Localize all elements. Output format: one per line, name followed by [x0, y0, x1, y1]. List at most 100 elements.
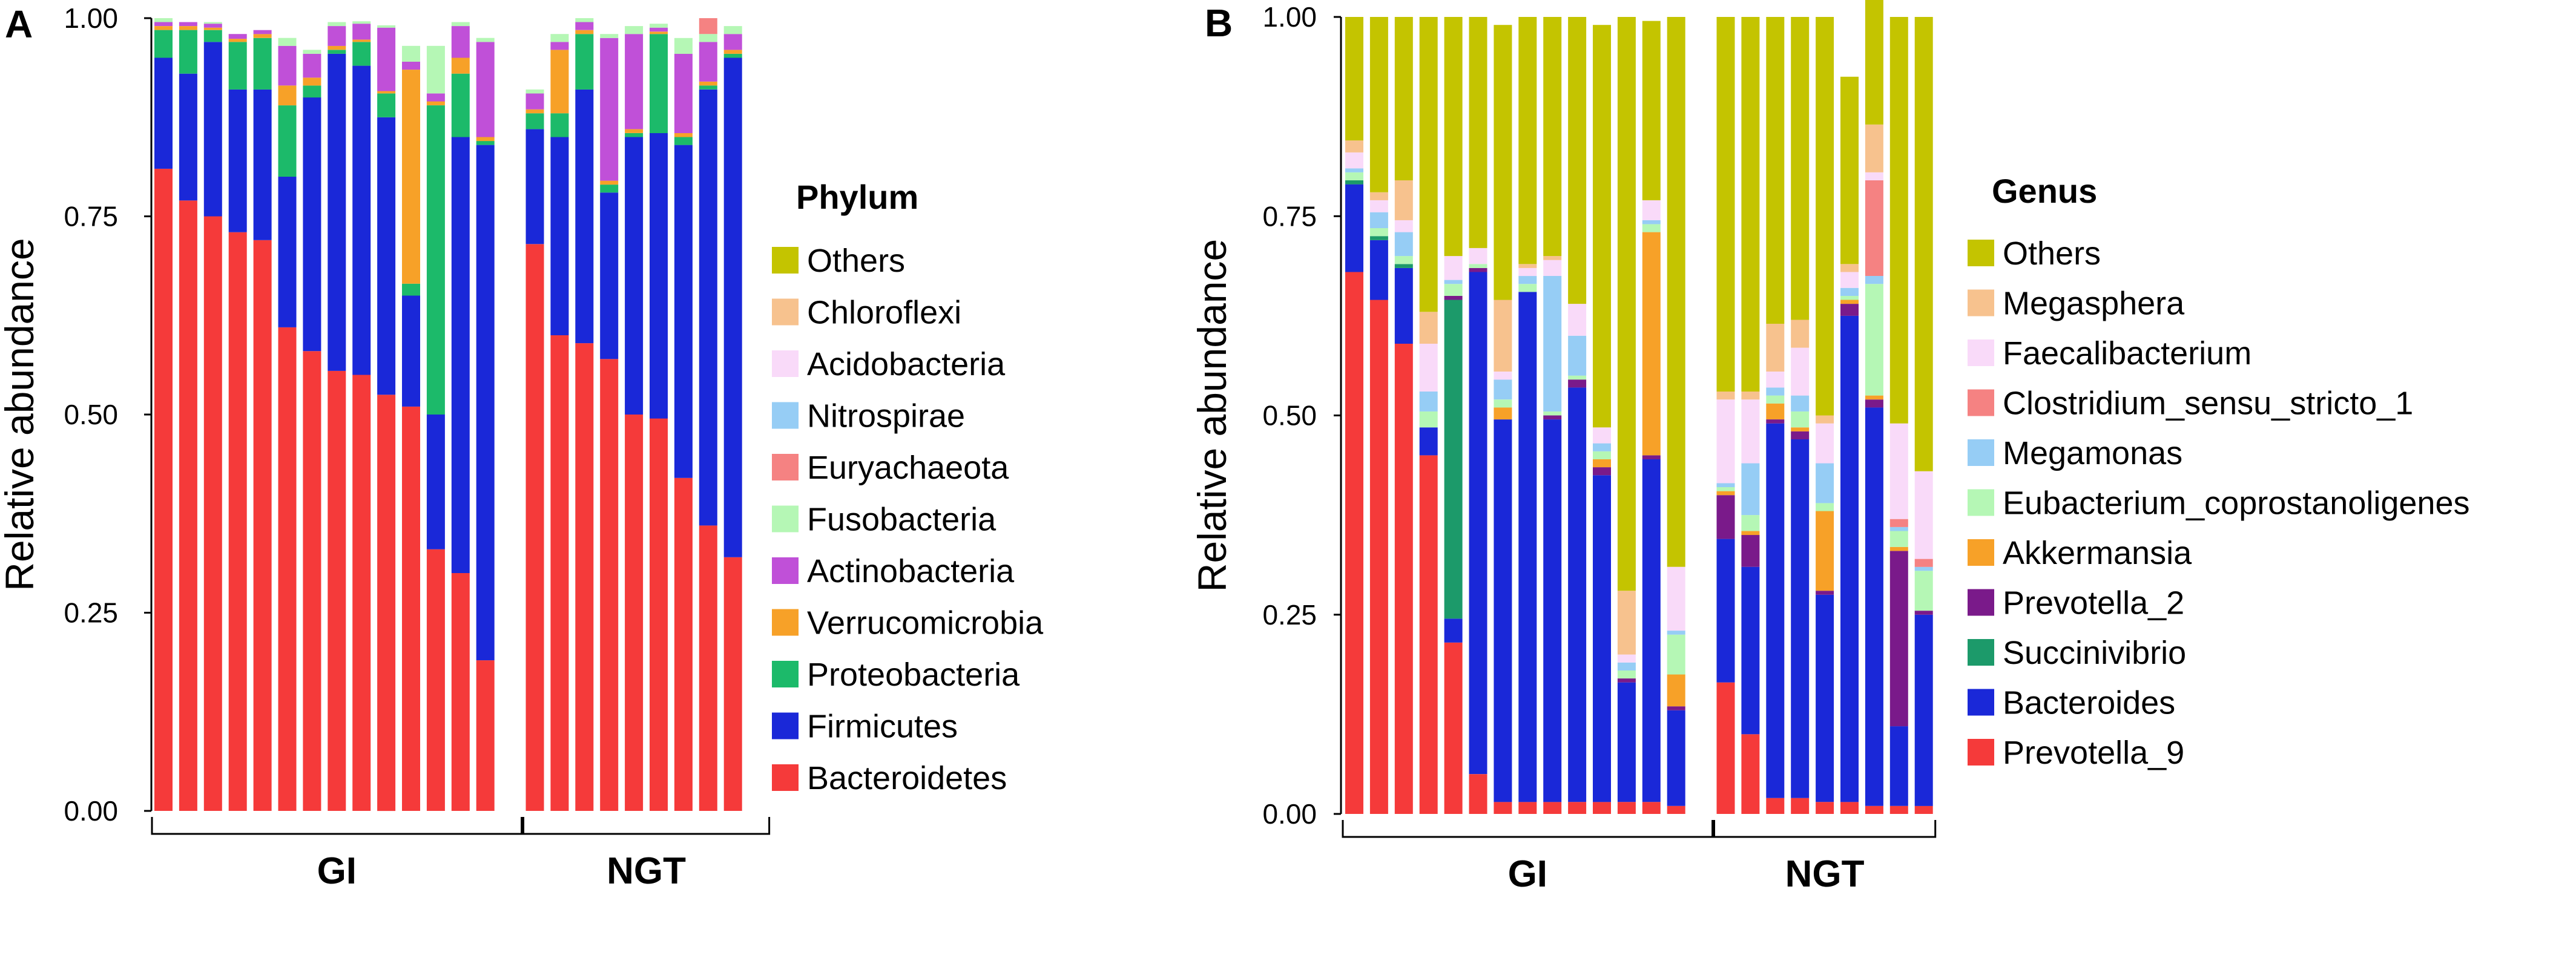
- bar-segment-actinobacteria: [179, 22, 197, 26]
- group-label-ngt: NGT: [607, 850, 686, 892]
- bar-segment-bacteroides: [1593, 475, 1611, 802]
- bar-segment-actinobacteria: [328, 26, 346, 46]
- y-axis-title: Relative abundance: [1190, 239, 1234, 592]
- bar-segment-megamonas: [1617, 662, 1636, 671]
- bar-segment-faecalibacterium: [1642, 200, 1661, 220]
- bar-segment-others: [1914, 17, 1933, 471]
- legend-swatch-proteobacteria: [772, 661, 799, 687]
- bar-segment-bacteroides: [1369, 240, 1388, 300]
- bar-segment-faecalibacterium: [1914, 471, 1933, 559]
- bar-segment-fusobacteria: [600, 34, 619, 38]
- bar-segment-megamonas: [1419, 392, 1438, 412]
- bar-segment-bacteroidetes: [179, 200, 197, 811]
- bar-segment-megasphera: [1716, 392, 1735, 400]
- bar-segment-actinobacteria: [723, 34, 742, 50]
- group-bracket: [522, 817, 771, 835]
- bar-segment-firmicutes: [352, 65, 371, 375]
- bar-segment-prevotella-9: [1716, 682, 1735, 814]
- bar-segment-fusobacteria: [723, 26, 742, 34]
- bar-segment-faecalibacterium: [1593, 427, 1611, 444]
- bar-segment-verrucomicrobia: [600, 180, 619, 185]
- bar-segment-others: [1494, 25, 1512, 300]
- bar-segment-prevotella-9: [1816, 802, 1834, 814]
- bar-segment-megamonas: [1494, 379, 1512, 400]
- bar-segment-bacteroides: [1816, 594, 1834, 802]
- group-bracket: [1713, 820, 1937, 838]
- legend-swatch-chloroflexi: [772, 298, 799, 326]
- bar-segment-megasphera: [1791, 320, 1810, 348]
- bar-segment-faecalibacterium: [1889, 423, 1908, 519]
- bar-segment-bacteroides: [1444, 618, 1463, 643]
- bar-segment-megamonas: [1914, 566, 1933, 571]
- bar-segment-actinobacteria: [600, 38, 619, 181]
- bar-segment-megasphera: [1816, 415, 1834, 424]
- bar-segment-actinobacteria: [303, 54, 321, 78]
- bar-segment-faecalibacterium: [1369, 200, 1388, 212]
- panel-letter: B: [1205, 1, 1233, 45]
- bar-segment-actinobacteria: [674, 54, 693, 133]
- bar-segment-prevotella-9: [1518, 802, 1537, 814]
- bar-segment-proteobacteria: [476, 141, 495, 145]
- bar-segment-megasphera: [1369, 192, 1388, 200]
- bar-segment-bacteroidetes: [278, 327, 297, 811]
- legend-swatch-faecalibacterium: [1968, 339, 1994, 366]
- bar-segment-firmicutes: [476, 145, 495, 661]
- bar-segment-bacteroides: [1469, 272, 1487, 775]
- legend-swatch-bacteroides: [1968, 689, 1994, 716]
- bar-segment-megamonas: [1642, 220, 1661, 225]
- legend-swatch-others: [772, 247, 799, 274]
- bar-segment-akkermansia: [1667, 674, 1685, 707]
- bar-segment-bacteroidetes: [154, 168, 173, 811]
- bar-segment-megamonas: [1593, 443, 1611, 451]
- bar-segment-eubacterium-coprostanoligenes: [1865, 284, 1883, 396]
- legend-label-proteobacteria: Proteobacteria: [807, 657, 1020, 693]
- bars: [1345, 0, 1933, 814]
- bar-segment-proteobacteria: [674, 137, 693, 145]
- y-tick-label: 0.25: [64, 597, 118, 629]
- bar-segment-faecalibacterium: [1568, 304, 1587, 336]
- bar-segment-megasphera: [1394, 180, 1413, 220]
- bar-segment-proteobacteria: [550, 113, 569, 137]
- bar-segment-akkermansia: [1889, 546, 1908, 551]
- bar-segment-verrucomicrobia: [377, 91, 396, 94]
- bar-segment-prevotella-9: [1889, 805, 1908, 814]
- legend-swatch-succinivibrio: [1968, 639, 1994, 666]
- bar-segment-megasphera: [1766, 324, 1785, 372]
- bar-segment-faecalibacterium: [1741, 399, 1760, 464]
- bar-segment-eubacterium-coprostanoligenes: [1593, 451, 1611, 459]
- bar-segment-verrucomicrobia: [253, 34, 272, 38]
- bar-segment-verrucomicrobia: [278, 85, 297, 106]
- bar-segment-prevotella-2: [1741, 535, 1760, 567]
- bar-segment-megamonas: [1568, 335, 1587, 376]
- y-tick-label: 0.25: [1262, 599, 1317, 631]
- bar-segment-actinobacteria: [402, 62, 420, 70]
- bar-segment-firmicutes: [625, 137, 644, 415]
- group-bracket: [1342, 820, 1714, 838]
- legend-label-succinivibrio: Succinivibrio: [2003, 635, 2186, 671]
- bar-segment-actinobacteria: [203, 24, 222, 28]
- bar-segment-verrucomicrobia: [575, 30, 594, 34]
- bar-segment-faecalibacterium: [1444, 256, 1463, 280]
- y-tick-label: 0.00: [64, 795, 118, 827]
- bar-segment-fusobacteria: [625, 26, 644, 34]
- legend-swatch-fusobacteria: [772, 505, 799, 533]
- bar-segment-eubacterium-coprostanoligenes: [1394, 256, 1413, 264]
- legend-swatch-eubacterium-coprostanoligenes: [1968, 489, 1994, 516]
- bar-segment-verrucomicrobia: [699, 81, 717, 86]
- bar-segment-proteobacteria: [278, 105, 297, 177]
- bar-segment-bacteroides: [1394, 267, 1413, 344]
- legend-label-prevotella-9: Prevotella_9: [2003, 735, 2184, 771]
- bar-segment-firmicutes: [328, 53, 346, 371]
- bar-segment-proteobacteria: [228, 42, 247, 90]
- legend-label-megasphera: Megasphera: [2003, 286, 2185, 322]
- legend-label-megamonas: Megamonas: [2003, 435, 2182, 471]
- bar-segment-megamonas: [1766, 387, 1785, 396]
- bar-segment-bacteroidetes: [402, 406, 420, 811]
- bar-segment-faecalibacterium: [1419, 344, 1438, 392]
- bar-segment-verrucomicrobia: [352, 39, 371, 42]
- bar-segment-verrucomicrobia: [303, 77, 321, 86]
- bar-segment-others: [1419, 17, 1438, 312]
- bar-segment-prevotella-2: [1914, 611, 1933, 615]
- bar-segment-fusobacteria: [402, 45, 420, 62]
- bar-segment-fusobacteria: [203, 22, 222, 24]
